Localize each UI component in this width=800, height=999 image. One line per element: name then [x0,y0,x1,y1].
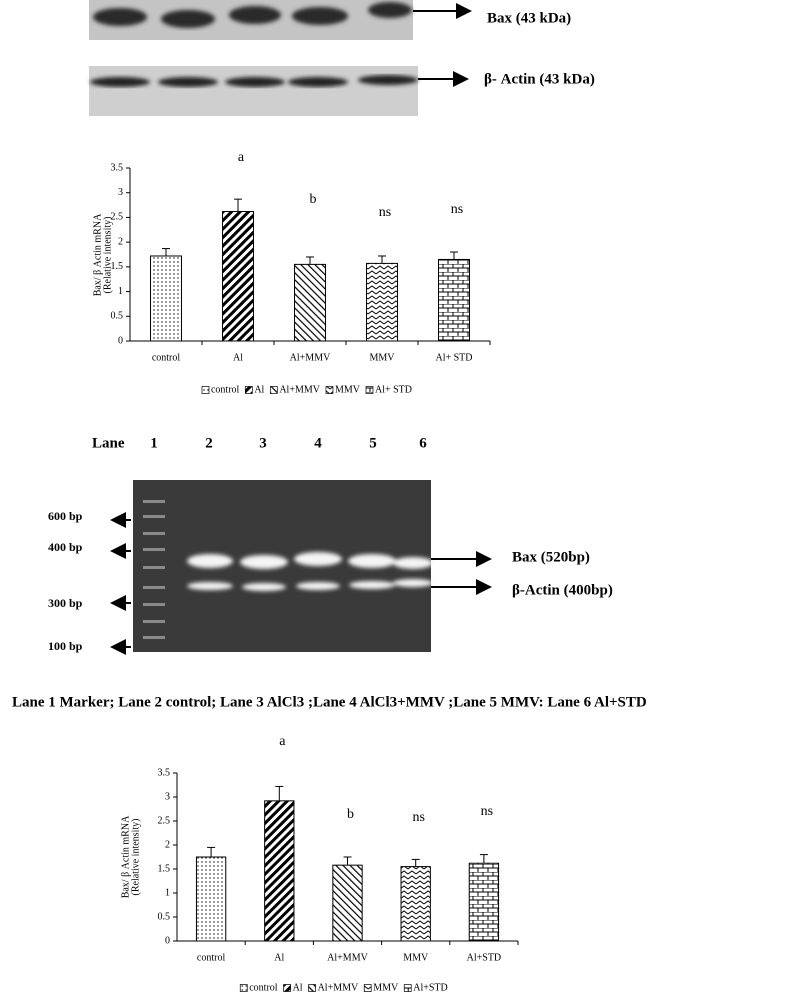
y-tick-label: 2 [165,839,170,850]
bar [195,856,227,942]
bar [332,864,363,942]
marker-label: 400 bp [48,540,83,554]
legend-swatch [269,386,278,394]
lane-number: 5 [369,435,377,451]
lane-number: 1 [150,435,158,451]
y-tick-label: 0.5 [158,911,171,922]
legend-swatch [325,386,334,394]
lane-number: 4 [314,435,322,451]
y-tick-label: 0 [165,935,170,946]
x-tick-label: Al [233,352,243,363]
blot-label: Bax (43 kDa) [487,10,571,26]
legend-label: control [211,384,240,395]
y-tick-label: 3 [118,187,123,198]
marker-label: 300 bp [48,596,83,610]
y-tick-label: 1.5 [158,863,171,874]
marker-label: 100 bp [48,639,83,653]
bar [438,258,470,342]
legend: control Al Al+MMV MMV Al+STD [239,982,448,993]
y-axis-label: Bax/ β Actin mRNA [92,213,103,296]
legend-swatch [308,984,316,992]
legend-label: MMV [373,982,399,993]
legend-swatch [363,984,372,992]
blot-label: β- Actin (43 kDa) [484,71,595,87]
bar [150,255,182,342]
legend-label: Al+STD [413,982,448,993]
legend-label: Al+MMV [318,982,359,993]
y-tick-label: 1 [165,887,170,898]
annotation: ns [412,810,424,825]
legend-swatch [283,984,291,992]
x-tick-label: MMV [369,352,395,363]
x-tick-label: Al+STD [467,952,502,963]
annotation: ns [481,804,493,819]
y-tick-label: 1 [118,286,123,297]
annotation: a [279,734,286,749]
bar [468,862,500,942]
legend-label: Al+ STD [375,384,412,395]
lane-number: 6 [419,435,427,451]
y-axis-label: (Relative intensity) [130,819,141,896]
lane-number: 2 [205,435,213,451]
bar [294,263,326,342]
annotation: ns [451,202,463,217]
legend-label: control [249,982,278,993]
annotation: b [310,192,317,207]
annotation: b [347,807,354,822]
lane-title: Lane [92,435,125,451]
legend-swatch [244,386,253,394]
y-tick-label: 3.5 [111,162,124,173]
bar [222,210,254,342]
legend-label: Al [293,982,303,993]
x-tick-label: Al+MMV [327,952,368,963]
legend: control Al Al+MMV MMV Al+ STD [201,384,412,395]
y-axis-label: (Relative intensity) [102,217,113,294]
y-tick-label: 2.5 [111,212,124,223]
x-tick-label: control [152,352,181,363]
y-tick-label: 2.5 [158,815,171,826]
y-tick-label: 1.5 [111,261,124,272]
caption: Lane 1 Marker; Lane 2 control; Lane 3 Al… [12,694,647,710]
x-tick-label: MMV [403,952,429,963]
lane-number: 3 [259,435,267,451]
bar [264,800,295,942]
y-tick-label: 0.5 [111,311,124,322]
x-tick-label: Al+ STD [435,352,472,363]
y-tick-label: 2 [118,236,123,247]
legend-swatch [201,386,210,394]
annotation: ns [379,205,391,220]
bar [366,262,398,342]
x-tick-label: Al+MMV [290,352,331,363]
y-tick-label: 3 [165,791,170,802]
legend-swatch [403,984,412,992]
gel-label: β-Actin (400bp) [512,582,613,598]
x-tick-label: Al [274,952,284,963]
y-axis-label: Bax/ β Actin mRNA [120,815,131,898]
gel-label: Bax (520bp) [512,549,590,565]
gel: Lane Bax (520bp) β-Actin (400bp) L [12,435,647,710]
legend-label: MMV [335,384,361,395]
annotation: a [238,150,245,165]
legend-swatch [365,386,374,394]
blot-actin: β- Actin (43 kDa) [89,66,595,116]
legend-label: Al+MMV [279,384,320,395]
legend-label: Al [254,384,264,395]
x-tick-label: control [197,952,226,963]
bar [400,866,431,942]
y-tick-label: 3.5 [158,767,171,778]
legend-swatch [239,984,248,992]
y-tick-label: 0 [118,335,123,346]
blot-bax: Bax (43 kDa) [89,0,571,40]
marker-label: 600 bp [48,509,83,523]
